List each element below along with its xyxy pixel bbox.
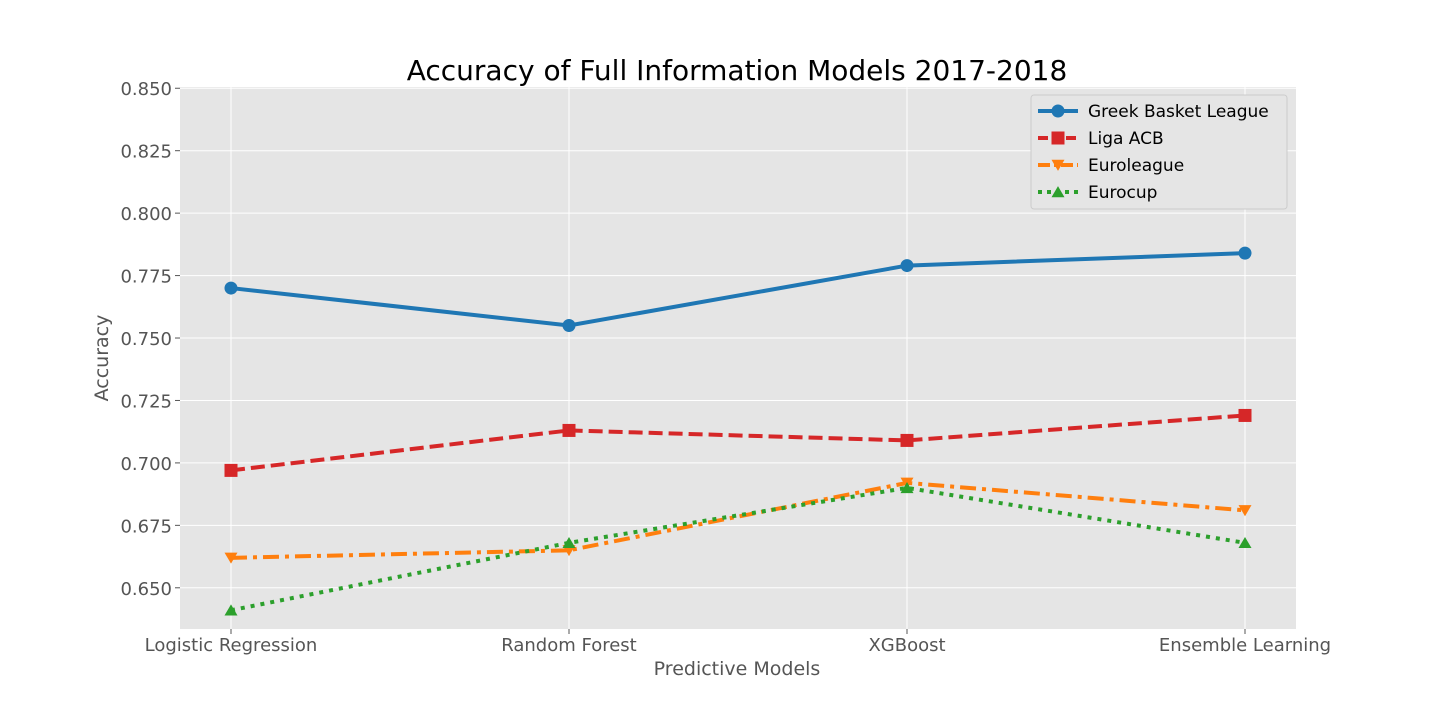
legend-label: Eurocup bbox=[1088, 183, 1157, 203]
x-tick-label: Ensemble Learning bbox=[1159, 635, 1331, 656]
y-tick-label: 0.650 bbox=[120, 579, 172, 600]
legend-marker bbox=[1052, 132, 1065, 145]
y-axis: 0.650 0.675 0.700 0.725 0.750 0.775 0.800 0.825… bbox=[120, 79, 180, 600]
y-tick-label: 0.700 bbox=[120, 454, 172, 475]
data-point bbox=[1239, 247, 1252, 260]
data-point bbox=[225, 464, 238, 477]
x-axis: Logistic Regression Random Forest XGBoost E… bbox=[145, 629, 1331, 656]
data-point bbox=[1239, 409, 1252, 422]
y-tick-label: 0.725 bbox=[120, 391, 172, 412]
y-axis-label: Accuracy bbox=[91, 315, 113, 402]
chart-title: Accuracy of Full Information Models 2017… bbox=[407, 54, 1068, 87]
legend-label: Euroleague bbox=[1088, 156, 1184, 176]
y-tick-label: 0.850 bbox=[120, 79, 172, 100]
x-tick-label: Random Forest bbox=[501, 635, 636, 656]
y-tick-label: 0.750 bbox=[120, 329, 172, 350]
y-tick-label: 0.800 bbox=[120, 204, 172, 225]
data-point bbox=[901, 434, 914, 447]
y-tick-label: 0.675 bbox=[120, 516, 172, 537]
data-point bbox=[563, 319, 576, 332]
legend-label: Greek Basket League bbox=[1088, 102, 1269, 122]
x-axis-label: Predictive Models bbox=[654, 658, 821, 680]
y-tick-label: 0.825 bbox=[120, 142, 172, 163]
legend: Greek Basket League Liga ACB Euroleague Eur… bbox=[1031, 95, 1287, 209]
data-point bbox=[901, 259, 914, 272]
legend-label: Liga ACB bbox=[1088, 129, 1164, 149]
x-tick-label: Logistic Regression bbox=[145, 635, 318, 656]
legend-marker bbox=[1052, 105, 1065, 118]
data-point bbox=[225, 282, 238, 295]
y-tick-label: 0.775 bbox=[120, 267, 172, 288]
x-tick-label: XGBoost bbox=[868, 635, 945, 656]
data-point bbox=[563, 424, 576, 437]
